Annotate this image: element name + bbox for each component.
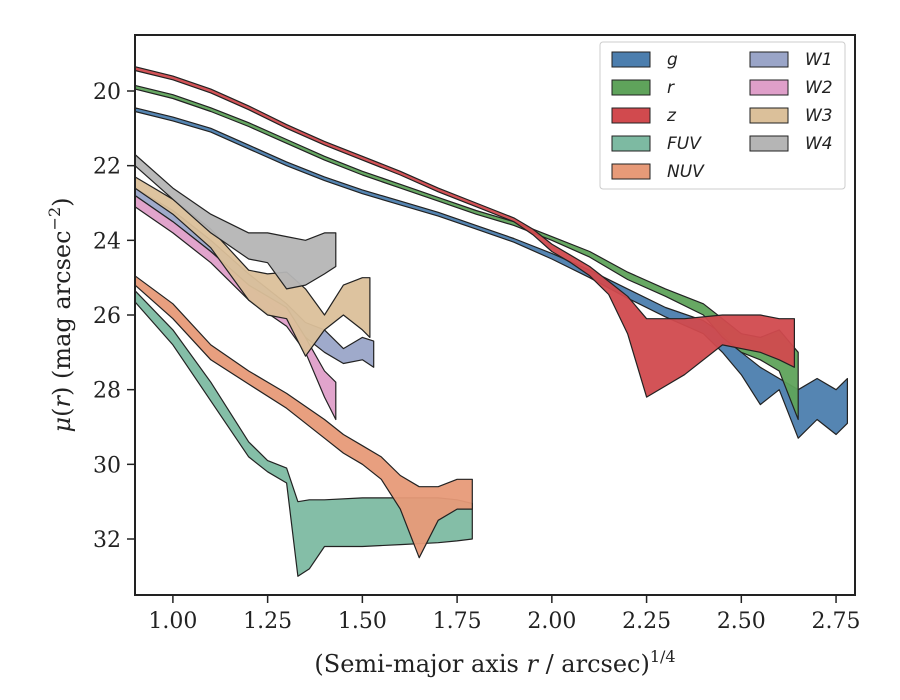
legend-swatch-NUV <box>611 163 651 180</box>
legend-label-W1: W1 <box>805 50 833 70</box>
legend-swatch-FUV <box>611 135 651 152</box>
legend-swatch-z <box>611 107 651 124</box>
legend: grz FUV NUV W1 W2 W3 W4 <box>599 41 846 190</box>
y-axis-title: μ(r) (mag arcsec−2) <box>45 197 76 432</box>
x-tick-label: 2.50 <box>717 609 766 634</box>
x-tick-label: 1.00 <box>148 609 197 634</box>
band-z <box>134 66 796 398</box>
x-tick-label: 2.25 <box>622 609 671 634</box>
x-axis-ticks: 1.00 1.25 1.50 1.75 2.00 2.25 2.50 2.75 <box>148 595 861 634</box>
legend-swatch-W3 <box>749 107 789 124</box>
legend-label-g: g <box>667 50 678 70</box>
y-tick-label: 32 <box>93 528 121 553</box>
legend-swatch-W1 <box>749 51 789 68</box>
x-tick-label: 2.00 <box>527 609 576 634</box>
y-tick-label: 30 <box>93 453 121 478</box>
legend-box <box>599 41 846 190</box>
legend-swatch-W2 <box>749 79 789 96</box>
profile-bands <box>134 66 849 577</box>
y-tick-label: 26 <box>93 304 121 329</box>
legend-label-z: z <box>666 106 677 126</box>
y-tick-label: 20 <box>93 80 121 105</box>
legend-label-NUV: NUV <box>667 162 705 182</box>
legend-label-W4: W4 <box>805 134 833 154</box>
band-W4 <box>134 153 337 290</box>
band-NUV <box>134 275 473 559</box>
y-axis-ticks: 20 22 24 26 28 30 32 <box>93 80 135 553</box>
band-g <box>134 107 849 439</box>
x-axis-title: (Semi-major axis r / arcsec)1/4 <box>314 647 675 678</box>
band-W3 <box>134 176 371 357</box>
legend-label-FUV: FUV <box>667 134 702 154</box>
legend-swatch-W4 <box>749 135 789 152</box>
x-tick-label: 1.50 <box>338 609 387 634</box>
legend-swatch-g <box>611 51 651 68</box>
x-tick-label: 2.75 <box>812 609 861 634</box>
band-r <box>134 84 799 421</box>
y-tick-label: 28 <box>93 379 121 404</box>
legend-label-r: r <box>667 78 675 98</box>
legend-label-W3: W3 <box>805 106 833 126</box>
legend-swatch-r <box>611 79 651 96</box>
y-tick-label: 24 <box>93 229 121 254</box>
legend-label-W2: W2 <box>805 78 833 98</box>
x-tick-label: 1.75 <box>433 609 482 634</box>
y-tick-label: 22 <box>93 155 121 180</box>
x-tick-label: 1.25 <box>243 609 292 634</box>
band-FUV <box>134 290 473 577</box>
